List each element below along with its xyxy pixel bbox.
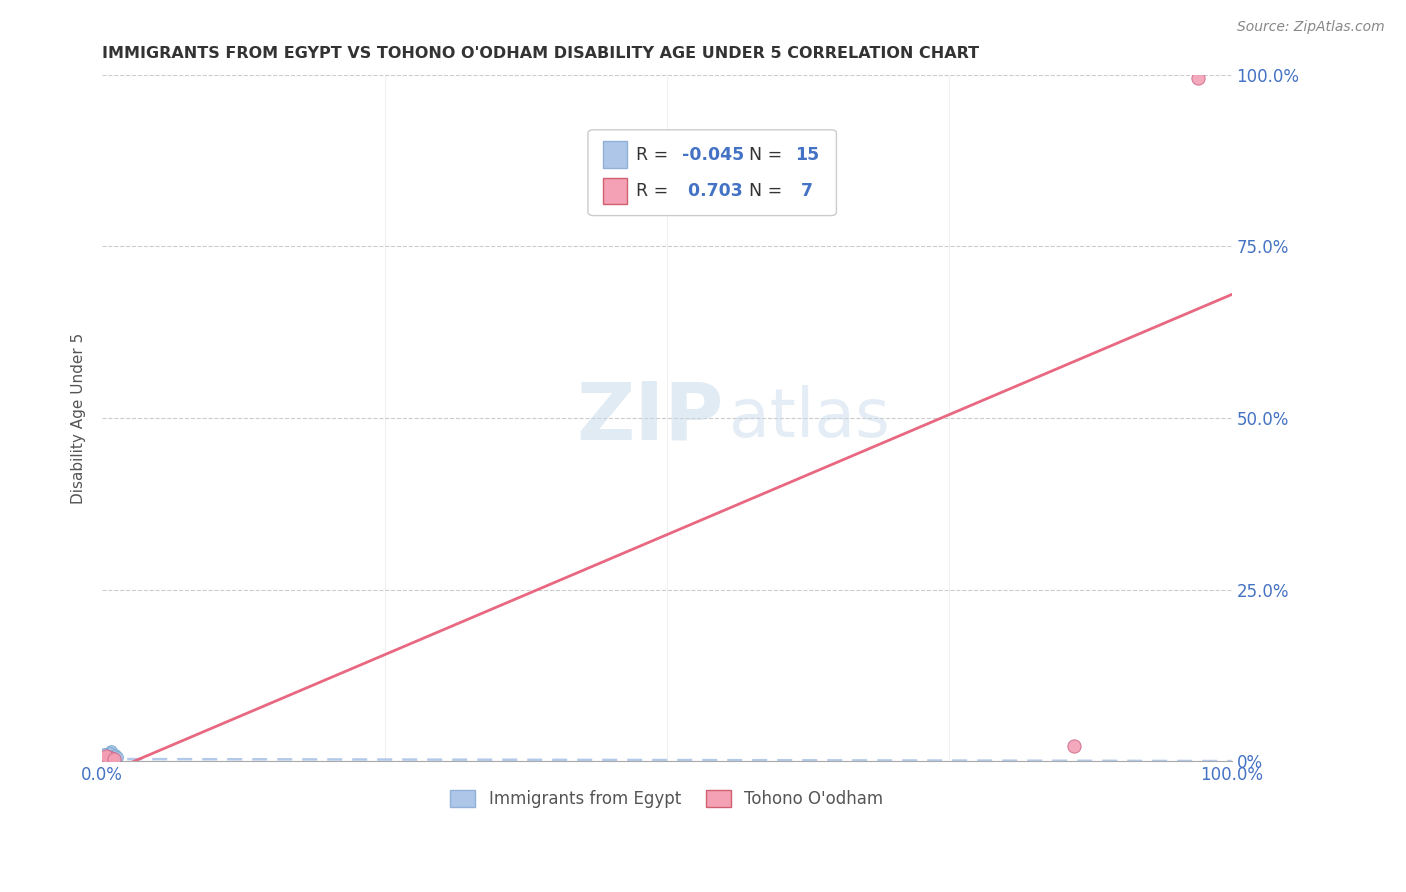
Y-axis label: Disability Age Under 5: Disability Age Under 5: [72, 333, 86, 504]
Point: [98, 752, 121, 766]
FancyBboxPatch shape: [603, 142, 627, 168]
Point: [100, 751, 122, 765]
Point: [98, 746, 121, 760]
Text: atlas: atlas: [730, 385, 890, 451]
Point: [96, 752, 118, 766]
Point: [1187, 71, 1209, 86]
Point: [101, 751, 124, 765]
FancyBboxPatch shape: [603, 178, 627, 204]
FancyBboxPatch shape: [588, 129, 837, 216]
Text: R =: R =: [637, 145, 675, 163]
Text: 7: 7: [794, 182, 813, 200]
Point: [93, 747, 115, 761]
Text: -0.045: -0.045: [682, 145, 744, 163]
Legend: Immigrants from Egypt, Tohono O'odham: Immigrants from Egypt, Tohono O'odham: [444, 783, 890, 814]
Text: ZIP: ZIP: [576, 379, 724, 457]
Point: [96, 747, 118, 762]
Text: N =: N =: [749, 182, 789, 200]
Point: [1063, 739, 1085, 753]
Point: [94, 748, 117, 763]
Point: [100, 744, 122, 758]
Text: 0.703: 0.703: [682, 182, 742, 200]
Text: IMMIGRANTS FROM EGYPT VS TOHONO O'ODHAM DISABILITY AGE UNDER 5 CORRELATION CHART: IMMIGRANTS FROM EGYPT VS TOHONO O'ODHAM …: [103, 46, 980, 62]
Point: [104, 747, 127, 762]
Point: [97, 750, 120, 764]
Point: [105, 750, 128, 764]
Point: [103, 749, 125, 764]
Point: [98, 748, 121, 763]
Point: [97, 753, 120, 767]
Point: [93, 753, 115, 767]
Text: R =: R =: [637, 182, 675, 200]
Point: [93, 750, 115, 764]
Point: [103, 752, 125, 766]
Point: [94, 748, 117, 763]
Text: Source: ZipAtlas.com: Source: ZipAtlas.com: [1237, 20, 1385, 34]
Text: N =: N =: [749, 145, 789, 163]
Point: [93, 753, 115, 767]
Text: 15: 15: [794, 145, 818, 163]
